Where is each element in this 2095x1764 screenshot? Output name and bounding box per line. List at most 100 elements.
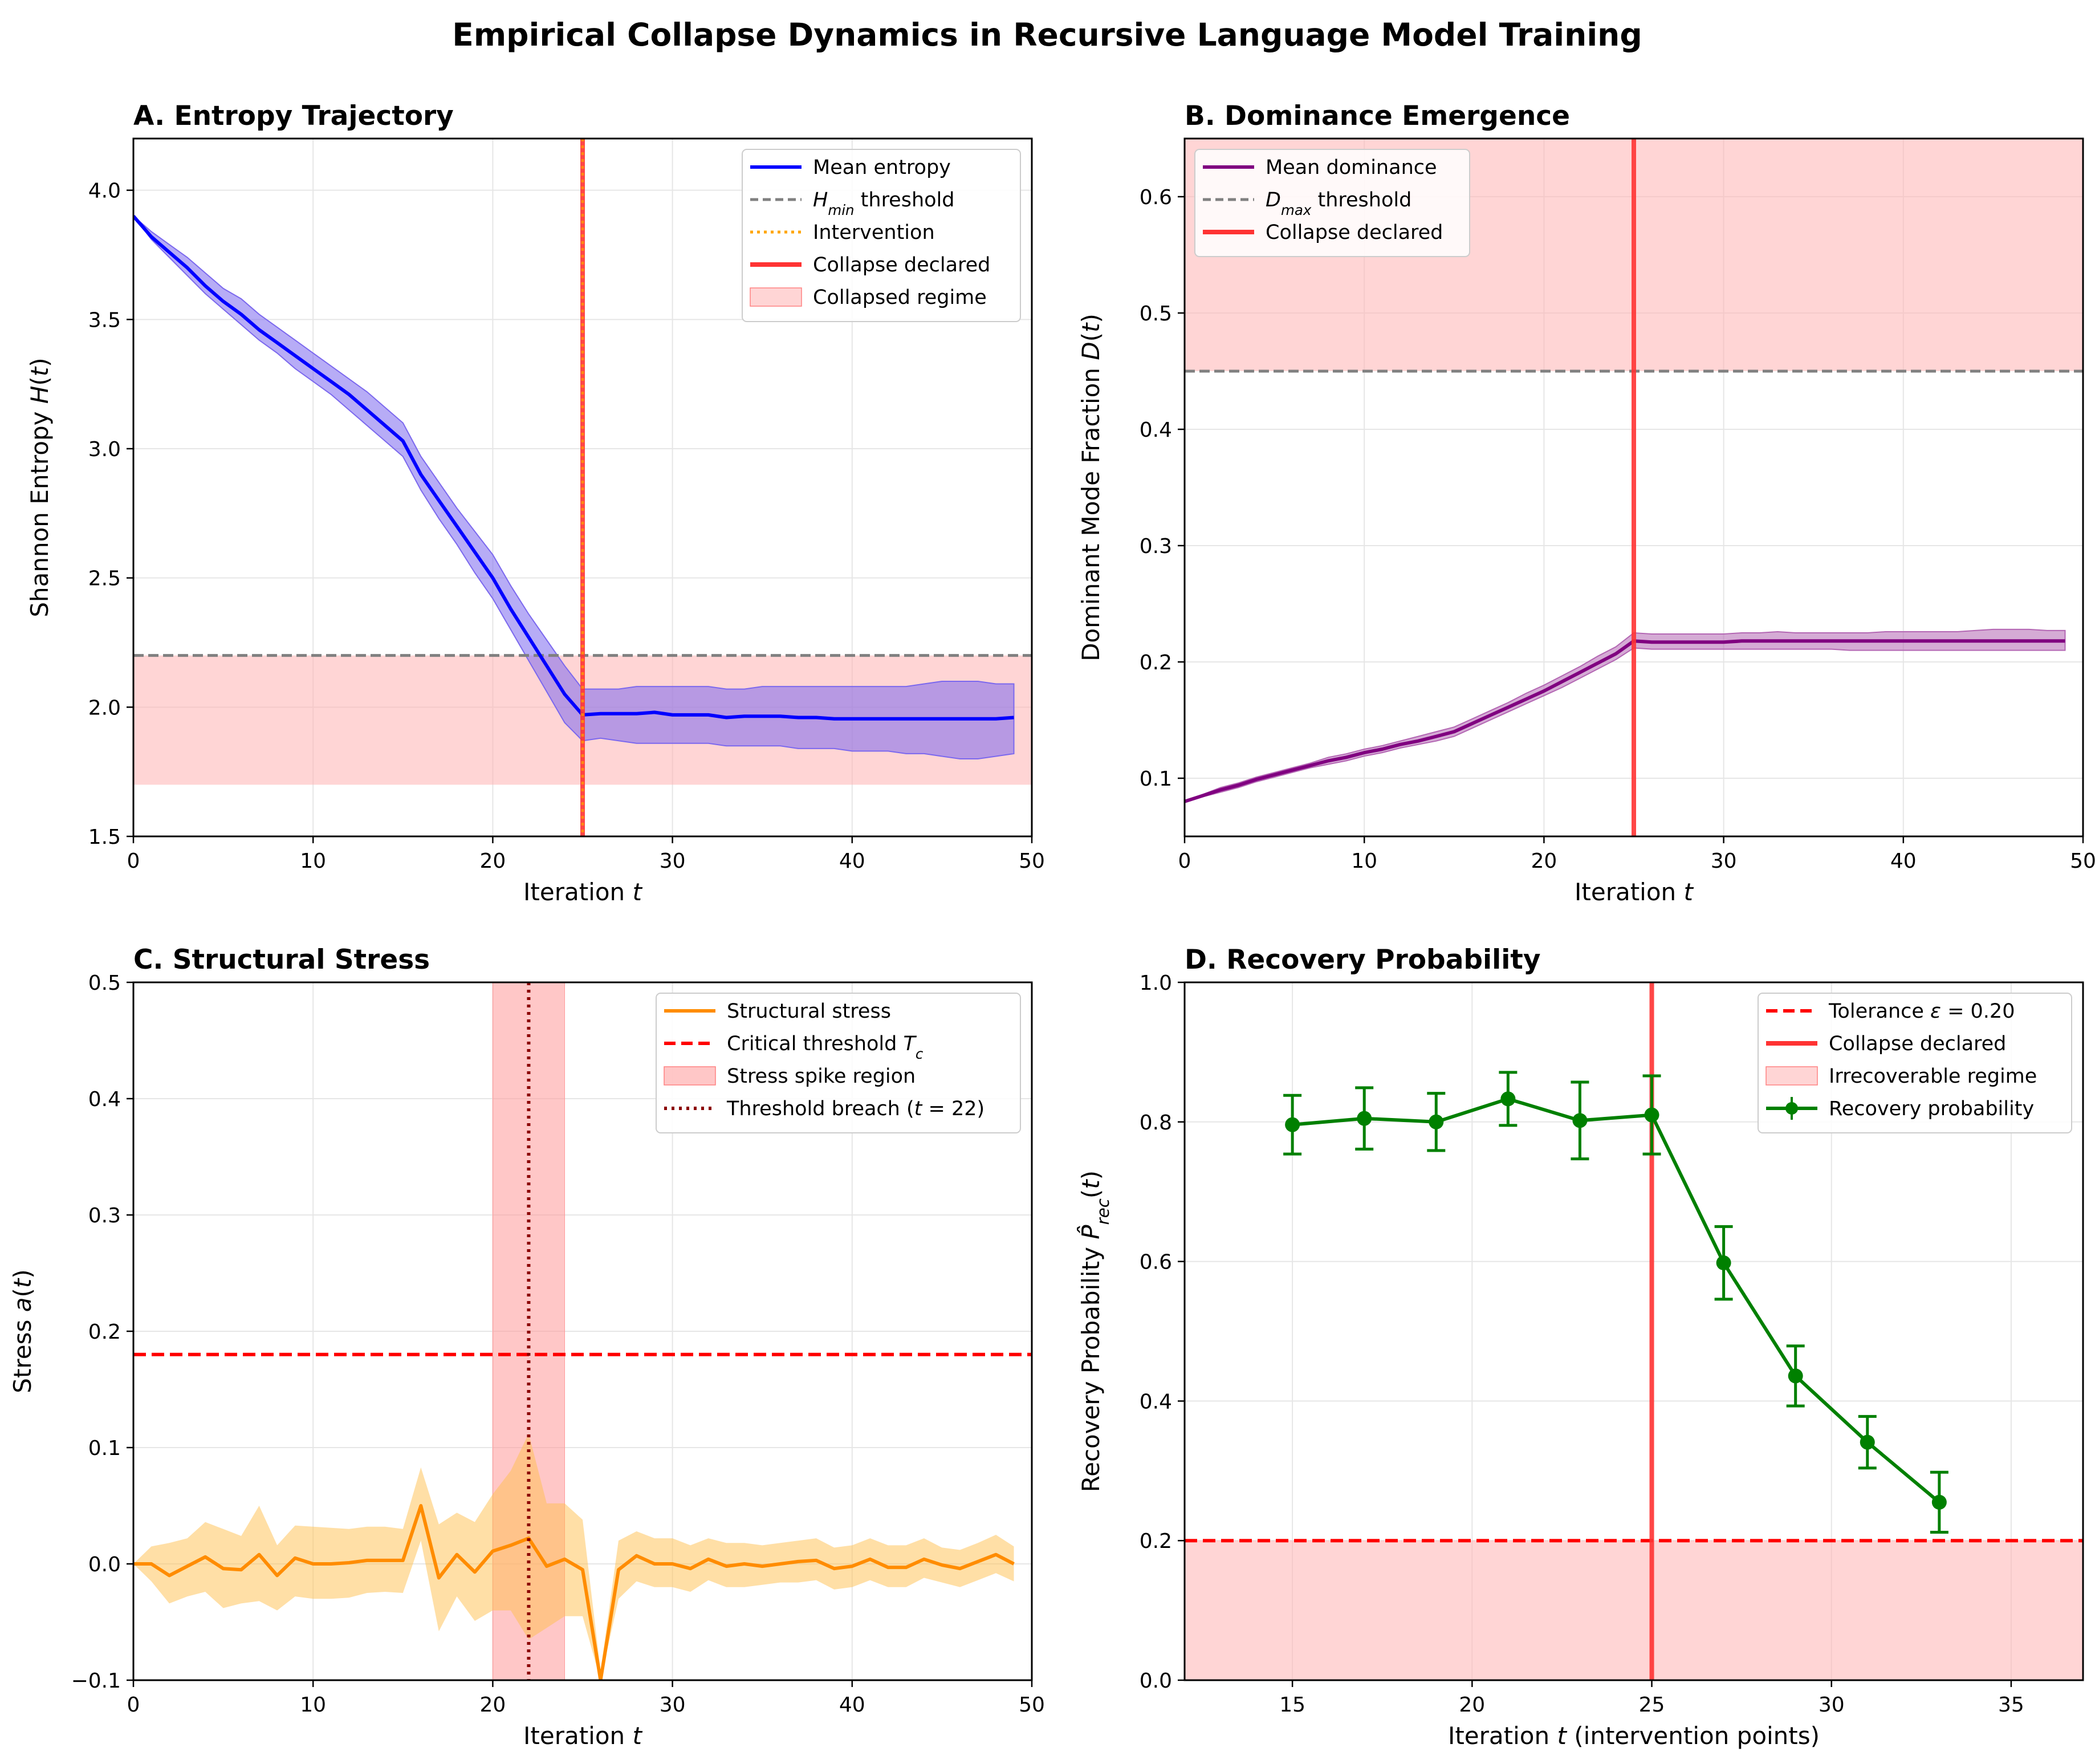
y-tick-label: 0.5 <box>88 972 121 995</box>
recovery-error-bar <box>1571 1080 1589 1161</box>
y-tick-label: 0.4 <box>88 1088 121 1111</box>
figure-title: Empirical Collapse Dynamics in Recursive… <box>452 17 1642 53</box>
legend-swatch-marker <box>1785 1102 1798 1115</box>
y-tick-label: 0.5 <box>1140 302 1172 326</box>
recovery-error-bar <box>1355 1086 1374 1151</box>
x-axis-label: Iteration t <box>523 878 643 906</box>
recovery-error-bar <box>1499 1071 1518 1127</box>
y-tick-label: 0.6 <box>1140 186 1172 209</box>
legend: Tolerance ε = 0.20 Collapse declared Irrec… <box>1758 993 2072 1133</box>
ticks: 0 10 20 30 40 50 0.1 0.2 0.3 0.4 0.5 0.6 <box>1140 186 2095 873</box>
y-tick-label: 2.0 <box>88 696 121 720</box>
y-tick-label: 0.4 <box>1140 1390 1172 1413</box>
y-tick-label: 0.2 <box>88 1320 121 1344</box>
legend-frame <box>742 149 1021 322</box>
legend-label-collapsed-regime: Collapsed regime <box>813 286 987 309</box>
x-tick-label: 30 <box>1711 850 1737 873</box>
x-tick-label: 10 <box>300 850 326 873</box>
panel-c-structural-stress: 0 10 20 30 40 50 −0.1 0.0 0.1 0.2 0.3 0.4 0.5 C. Stru… <box>9 944 1045 1750</box>
y-tick-label: 0.0 <box>88 1553 121 1576</box>
legend-swatch-irrecoverable-regime <box>1766 1066 1818 1086</box>
y-axis-label: Dominant Mode Fraction D(t) <box>1077 314 1105 661</box>
y-tick-label: 1.5 <box>88 826 121 849</box>
x-tick-label: 50 <box>1019 1693 1045 1717</box>
recovery-error-bar <box>1786 1344 1805 1408</box>
plot-area <box>133 139 1032 836</box>
panel-title: B. Dominance Emergence <box>1185 100 1570 132</box>
x-tick-label: 40 <box>839 850 865 873</box>
x-tick-label: 20 <box>479 1693 506 1717</box>
legend-label-threshold-breach: Threshold breach (t = 22) <box>726 1098 985 1120</box>
legend-label-critical-threshold: Critical threshold Tc <box>727 1033 924 1062</box>
ticks: 0 10 20 30 40 50 −0.1 0.0 0.1 0.2 0.3 0.4 0.5 <box>71 972 1045 1717</box>
recovery-point <box>1429 1114 1444 1129</box>
axes-frame <box>1183 137 2084 838</box>
recovery-point <box>1285 1117 1300 1132</box>
legend: Mean dominance Dmax threshold Collapse dec… <box>1194 149 1470 257</box>
legend-label-hmin-threshold: Hmin threshold <box>813 189 955 218</box>
recovery-point <box>1572 1113 1588 1128</box>
legend-label-recovery-probability: Recovery probability <box>1829 1098 2034 1120</box>
ticks: 15 20 25 30 35 0.0 0.2 0.4 0.6 0.8 1.0 <box>1140 972 2024 1717</box>
y-tick-label: 0.4 <box>1140 418 1172 442</box>
x-tick-label: 10 <box>300 1693 326 1717</box>
x-tick-label: 15 <box>1279 1693 1305 1717</box>
recovery-point <box>1931 1494 1947 1510</box>
plot-area <box>1185 982 2083 1680</box>
ticks: 0 10 20 30 40 50 1.5 2.0 2.5 3.0 3.5 4.0 <box>88 180 1045 873</box>
recovery-error-bar <box>1427 1092 1446 1152</box>
legend-swatch-collapsed-regime <box>750 287 802 307</box>
x-tick-label: 40 <box>839 1693 865 1717</box>
x-tick-label: 40 <box>1890 850 1917 873</box>
legend-label-collapse-declared: Collapse declared <box>1266 221 1443 244</box>
y-tick-label: 0.3 <box>88 1204 121 1228</box>
y-axis-label: Recovery Probability P̂rec(t) <box>1076 1170 1113 1492</box>
x-tick-label: 0 <box>127 1693 140 1717</box>
axes-frame <box>1183 981 2084 1681</box>
y-tick-label: 1.0 <box>1140 972 1172 995</box>
legend-label-collapse-declared: Collapse declared <box>813 254 990 277</box>
legend-frame <box>1194 149 1470 257</box>
x-axis-label: Iteration t (intervention points) <box>1448 1722 1820 1750</box>
x-tick-label: 30 <box>660 1693 686 1717</box>
y-tick-label: 0.8 <box>1140 1111 1172 1135</box>
y-tick-label: 3.0 <box>88 438 121 461</box>
legend-swatch-recovery-probability <box>1766 1097 1817 1120</box>
mean-entropy-line <box>133 215 1014 721</box>
x-tick-label: 0 <box>127 850 140 873</box>
legend-label-irrecoverable-regime: Irrecoverable regime <box>1829 1065 2037 1088</box>
legend-swatch-stress-spike-region <box>664 1066 716 1086</box>
panel-b-dominance-emergence: 0 10 20 30 40 50 0.1 0.2 0.3 0.4 0.5 0.6 B. Dominanc… <box>1077 100 2095 906</box>
x-tick-label: 50 <box>2070 850 2095 873</box>
legend: Mean entropy Hmin threshold Intervention Co… <box>742 149 1021 322</box>
x-tick-label: 30 <box>660 850 686 873</box>
structural-stress-line <box>133 1504 1015 1680</box>
recovery-error-bar <box>1858 1415 1877 1470</box>
y-tick-label: 0.0 <box>1140 1669 1172 1693</box>
x-tick-label: 30 <box>1819 1693 1845 1717</box>
y-tick-label: 0.6 <box>1140 1251 1172 1274</box>
y-axis-label: Shannon Entropy H(t) <box>26 357 54 617</box>
legend-frame <box>1758 993 2072 1133</box>
y-tick-label: 0.1 <box>1140 767 1172 791</box>
axes-frame <box>132 137 1033 838</box>
recovery-probability-line <box>1292 1097 1941 1504</box>
x-tick-label: 0 <box>1178 850 1191 873</box>
irrecoverable-regime-region <box>1185 1541 2083 1680</box>
legend-label-tolerance: Tolerance ε = 0.20 <box>1828 1000 2015 1023</box>
y-tick-label: 0.1 <box>88 1437 121 1460</box>
recovery-point <box>1788 1368 1803 1384</box>
legend-label-mean-entropy: Mean entropy <box>813 156 951 179</box>
legend-label-collapse-declared: Collapse declared <box>1829 1033 2006 1055</box>
panel-title: C. Structural Stress <box>133 944 430 976</box>
recovery-point <box>1500 1091 1516 1107</box>
recovery-point <box>1860 1434 1875 1450</box>
y-tick-label: 4.0 <box>88 180 121 203</box>
recovery-point <box>1357 1111 1372 1126</box>
panel-d-recovery-probability: 15 20 25 30 35 0.0 0.2 0.4 0.6 0.8 1.0 D. Recovery … <box>1076 944 2084 1750</box>
recovery-error-bar <box>1714 1225 1733 1301</box>
x-tick-label: 10 <box>1351 850 1377 873</box>
recovery-point <box>1644 1107 1659 1123</box>
legend-label-dmax-threshold: Dmax threshold <box>1266 189 1411 218</box>
